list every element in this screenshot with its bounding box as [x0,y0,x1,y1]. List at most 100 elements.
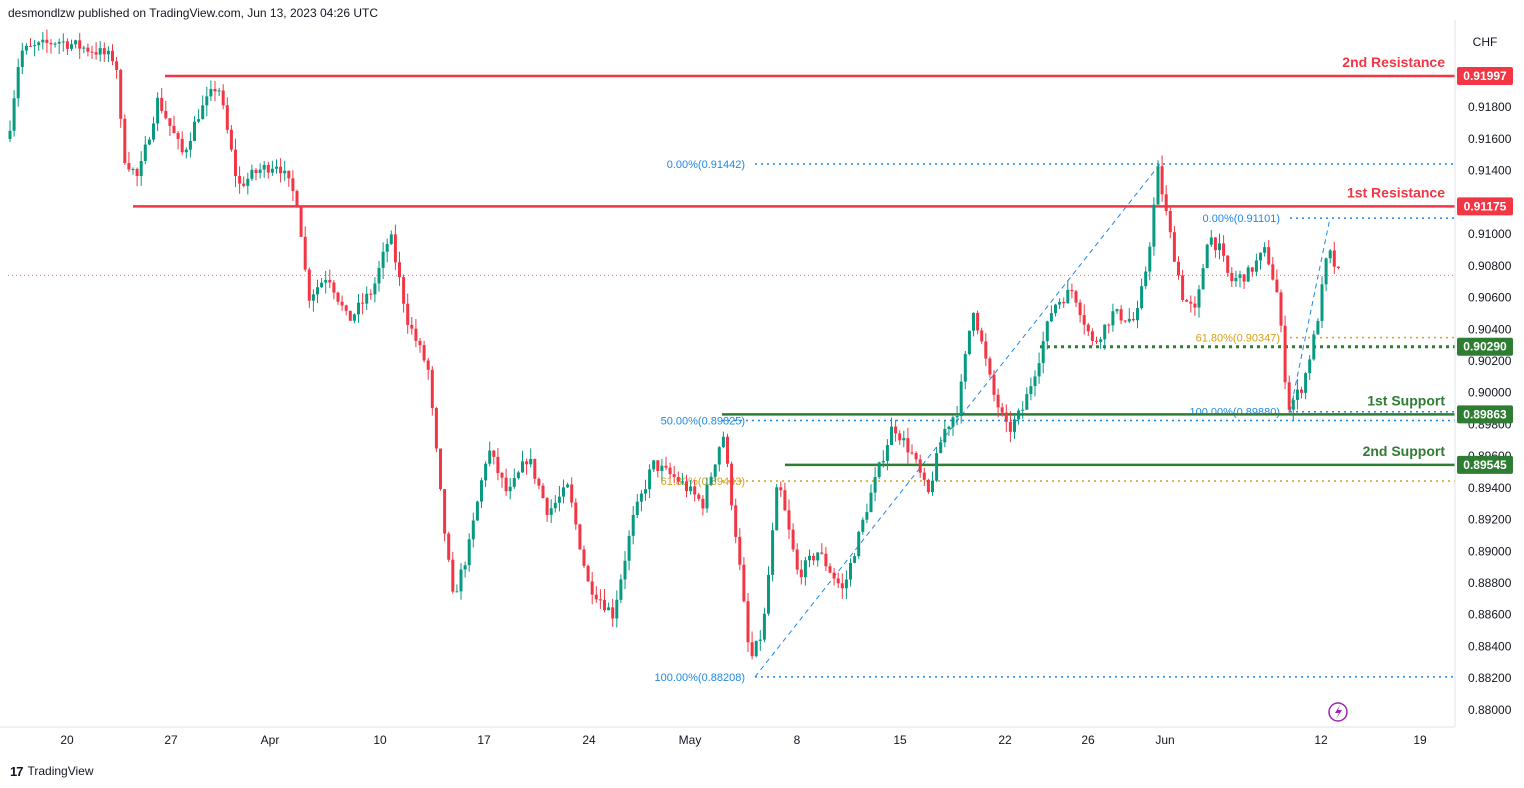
level-price-tag [1457,67,1513,85]
candle-body [484,463,488,481]
candle-body [525,461,529,465]
candle-body [1090,331,1094,341]
candle-body [1017,410,1021,420]
candle-body [451,559,455,592]
candle-body [1234,277,1238,282]
candle-body [738,536,742,565]
x-tick-label: 19 [1413,733,1427,747]
candle-body [1058,301,1062,305]
candle-body [791,529,795,550]
candle-body [902,438,906,441]
candle-body [1144,271,1148,287]
candle-body [402,277,406,304]
candle-body [29,45,32,47]
candle-body [234,149,237,177]
candle-body [205,96,209,106]
level-price-tag [1457,405,1513,424]
candle-body [139,161,143,177]
candle-body [918,459,922,473]
candle-body [1295,389,1299,400]
candle-body [488,450,492,464]
candle-body [758,639,762,641]
candle-body [750,642,754,657]
candle-body [164,110,168,119]
candle-body [857,531,861,557]
level-price-label: 0.91175 [1464,199,1507,213]
candle-body [1008,421,1012,432]
candle-body [516,472,520,479]
candle-body [709,476,713,485]
candle-body [152,123,155,140]
candle-body [767,574,770,614]
x-tick-label: 24 [582,733,596,747]
support-resistance-levels [8,74,1455,467]
candle-body [1123,320,1127,322]
candle-body [1205,244,1209,269]
candle-body [717,447,721,465]
candle-body [1049,313,1053,322]
fib-level-label: 100.00%(0.88208) [654,672,745,684]
candle-body [873,477,877,493]
level-price-tag [1457,455,1513,474]
candle-body [1275,279,1279,293]
candle-body [1259,252,1262,261]
candle-body [33,45,37,47]
candle-body [279,166,283,174]
y-tick-label: 0.90200 [1468,354,1512,368]
x-tick-label: 15 [893,733,907,747]
candle-body [238,176,242,184]
candle-body [197,119,201,122]
candle-body [287,170,291,179]
candle-body [680,481,684,483]
candle-body [1242,274,1246,282]
candle-body [57,41,61,44]
candle-body [1107,324,1111,326]
candle-body [824,553,828,567]
candle-body [398,262,401,278]
candle-body [106,50,110,55]
candle-body [1177,261,1180,276]
candle-body [410,324,414,329]
y-tick-label: 0.91000 [1468,227,1512,241]
candle-body [1025,394,1029,410]
x-tick-label: 20 [60,733,74,747]
candle-body [418,340,422,346]
candle-body [316,287,319,295]
candle-body [685,481,688,492]
candle-body [471,520,475,540]
candle-body [537,478,541,486]
candle-body [1168,211,1172,233]
candle-body [1316,320,1320,335]
candle-body [529,458,533,465]
candle-body [123,118,127,164]
candle-body [816,552,820,561]
candle-body [443,489,447,534]
candle-body [627,535,631,561]
candle-body [619,579,623,600]
candle-body [221,90,225,106]
candle-body [828,566,832,573]
candle-body [590,581,594,595]
candle-body [1213,237,1217,251]
candle-body [512,478,516,487]
candle-body [976,312,980,331]
y-tick-label: 0.90800 [1468,259,1512,273]
candle-body [1103,324,1107,340]
candle-body [455,591,459,593]
candle-body [1312,334,1316,360]
level-name-label: 2nd Resistance [1342,54,1445,70]
y-tick-label: 0.91600 [1468,132,1512,146]
candle-body [147,139,151,145]
candle-body [393,234,397,263]
y-tick-label: 0.90600 [1468,291,1512,305]
level-name-label: 1st Support [1367,392,1445,408]
candle-body [1033,376,1037,387]
candle-body [1172,232,1176,262]
candle-body [53,43,57,45]
candle-body [1283,325,1287,383]
candle-body [1226,255,1230,273]
candle-body [582,549,586,566]
candle-body [972,312,975,331]
candlesticks [8,29,1340,660]
